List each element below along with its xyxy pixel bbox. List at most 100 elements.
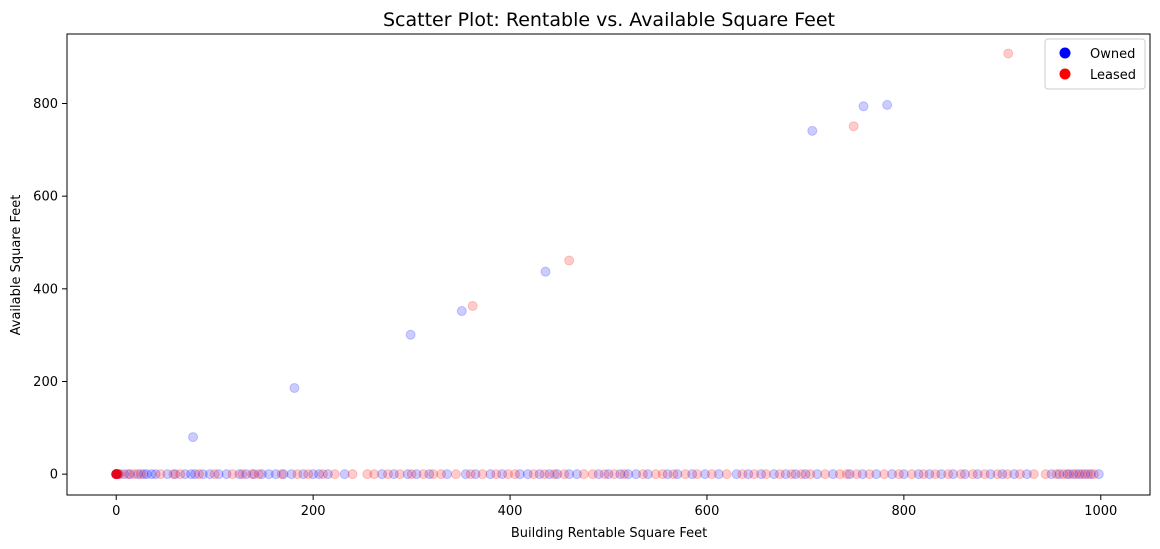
data-point-owned: [497, 469, 508, 480]
data-point-leased: [491, 469, 502, 480]
data-point-leased: [1028, 469, 1039, 480]
data-point-owned: [1074, 469, 1085, 480]
data-point-leased: [786, 469, 797, 480]
data-point-owned: [898, 469, 909, 480]
data-point-owned: [800, 469, 811, 480]
data-point-owned: [882, 99, 893, 110]
data-point-owned: [314, 469, 325, 480]
data-point-leased: [175, 469, 186, 480]
data-point-owned: [286, 469, 297, 480]
data-point-leased: [761, 469, 772, 480]
y-tick-label: 0: [50, 468, 58, 483]
data-point-owned: [405, 329, 416, 340]
x-tick-label: 1000: [1084, 504, 1117, 519]
data-point-owned: [111, 469, 122, 480]
data-point-owned: [662, 469, 673, 480]
data-point-leased: [428, 469, 439, 480]
data-point-owned: [278, 469, 289, 480]
data-point-leased: [135, 469, 146, 480]
data-point-owned: [552, 469, 563, 480]
data-point-owned: [113, 469, 124, 480]
data-point-owned: [522, 469, 533, 480]
data-point-leased: [737, 469, 748, 480]
data-point-owned: [263, 469, 274, 480]
data-point-owned: [485, 469, 496, 480]
data-point-owned: [731, 469, 742, 480]
data-point-owned: [189, 469, 200, 480]
data-point-owned: [699, 469, 710, 480]
data-point-leased: [253, 469, 264, 480]
x-tick-label: 0: [112, 504, 120, 519]
data-point-leased: [657, 469, 668, 480]
data-point-owned: [322, 469, 333, 480]
data-point-owned: [170, 469, 181, 480]
data-point-owned: [119, 469, 130, 480]
data-point-owned: [204, 469, 215, 480]
data-point-owned: [948, 469, 959, 480]
data-point-owned: [111, 469, 122, 480]
data-point-leased: [979, 469, 990, 480]
data-point-leased: [1077, 469, 1088, 480]
data-point-leased: [503, 469, 514, 480]
data-point-leased: [820, 469, 831, 480]
legend-leased-label: Leased: [1090, 68, 1136, 83]
data-point-leased: [193, 469, 204, 480]
data-point-owned: [221, 469, 232, 480]
data-point-leased: [1071, 469, 1082, 480]
data-point-owned: [844, 469, 855, 480]
data-point-leased: [436, 469, 447, 480]
data-point-owned: [687, 469, 698, 480]
data-point-leased: [1040, 469, 1051, 480]
data-point-owned: [756, 469, 767, 480]
data-point-owned: [186, 469, 197, 480]
data-point-leased: [1058, 469, 1069, 480]
data-point-owned: [871, 469, 882, 480]
data-point-owned: [1068, 469, 1079, 480]
axes: [66, 33, 1151, 496]
data-point-leased: [955, 469, 966, 480]
y-tick-label: 800: [33, 97, 58, 112]
data-point-owned: [132, 469, 143, 480]
data-point-leased: [805, 469, 816, 480]
data-point-leased: [123, 469, 134, 480]
data-point-leased: [1002, 469, 1013, 480]
data-point-owned: [125, 469, 136, 480]
data-point-owned: [1062, 469, 1073, 480]
data-point-owned: [188, 432, 199, 443]
data-point-owned: [972, 469, 983, 480]
data-point-leased: [209, 469, 220, 480]
data-point-leased: [347, 469, 358, 480]
data-point-leased: [1003, 48, 1014, 59]
data-point-owned: [514, 469, 525, 480]
data-point-owned: [768, 469, 779, 480]
data-point-leased: [930, 469, 941, 480]
data-point-owned: [780, 469, 791, 480]
data-point-owned: [402, 469, 413, 480]
data-point-owned: [424, 469, 435, 480]
y-tick-label: 600: [33, 190, 58, 205]
legend-owned-marker: [1059, 47, 1071, 59]
data-point-leased: [893, 469, 904, 480]
data-point-leased: [528, 469, 539, 480]
data-point-leased: [906, 469, 917, 480]
data-point-owned: [623, 469, 634, 480]
data-point-owned: [672, 469, 683, 480]
data-point-owned: [1080, 469, 1091, 480]
data-point-leased: [721, 469, 732, 480]
data-point-owned: [857, 469, 868, 480]
data-point-leased: [111, 469, 122, 480]
data-point-leased: [619, 469, 630, 480]
data-point-leased: [465, 469, 476, 480]
data-point-leased: [227, 469, 238, 480]
data-point-leased: [879, 469, 890, 480]
data-point-owned: [858, 101, 869, 112]
data-point-owned: [812, 469, 823, 480]
x-tick-label: 800: [891, 504, 916, 519]
data-point-owned: [197, 469, 208, 480]
legend-leased-marker: [1059, 68, 1071, 80]
data-point-owned: [593, 469, 604, 480]
data-point-owned: [234, 469, 245, 480]
data-point-leased: [918, 469, 929, 480]
data-point-owned: [146, 469, 157, 480]
